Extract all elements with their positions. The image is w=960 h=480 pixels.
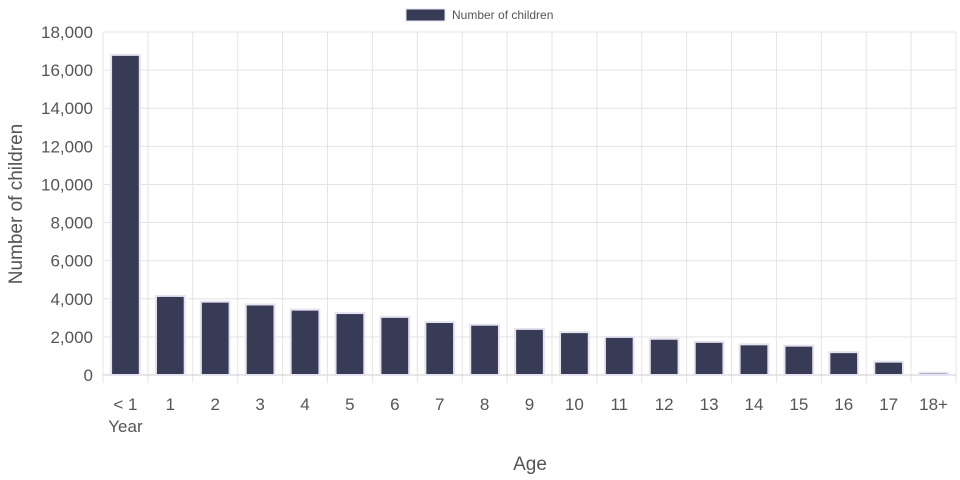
y-tick-label: 10,000 (41, 175, 93, 194)
y-tick-label: 16,000 (41, 61, 93, 80)
x-tick-label: 1 (166, 395, 175, 414)
y-tick-label: 2,000 (50, 328, 93, 347)
y-tick-label: 8,000 (50, 214, 93, 233)
bar[interactable] (873, 360, 905, 376)
x-tick-label: 7 (435, 395, 444, 414)
x-tick-label: 2 (211, 395, 220, 414)
bar[interactable] (693, 340, 725, 376)
x-tick-label: 13 (700, 395, 719, 414)
bar[interactable] (334, 312, 366, 377)
x-tick-label: 18+ (919, 395, 948, 414)
x-tick-label: 17 (879, 395, 898, 414)
x-tick-label: 9 (525, 395, 534, 414)
x-tick-label: 12 (655, 395, 674, 414)
x-tick-label: 15 (789, 395, 808, 414)
bar[interactable] (110, 53, 141, 376)
y-tick-label: 12,000 (41, 137, 93, 156)
x-tick-label: 3 (255, 395, 264, 414)
bar[interactable] (289, 308, 321, 376)
legend-swatch (405, 8, 446, 22)
x-tick-label: 8 (480, 395, 489, 414)
legend-label: Number of children (452, 8, 553, 22)
x-tick-label: 6 (390, 395, 399, 414)
bar[interactable] (469, 323, 500, 376)
x-tick-label: < 1 Year (108, 395, 143, 436)
y-tick-label: 14,000 (41, 99, 93, 118)
bar[interactable] (738, 343, 770, 377)
x-tick-label: 11 (610, 395, 628, 414)
bar[interactable] (514, 327, 545, 377)
bar[interactable] (559, 331, 590, 376)
x-tick-label: 4 (300, 395, 309, 414)
y-tick-label: 0 (84, 366, 93, 385)
x-tick-label: 14 (745, 395, 764, 414)
y-axis-title: Number of children (6, 124, 27, 285)
y-tick-label: 4,000 (50, 290, 93, 309)
legend[interactable]: Number of children (405, 8, 553, 22)
bar[interactable] (648, 337, 680, 376)
bar[interactable] (783, 344, 815, 377)
bar[interactable] (603, 335, 635, 376)
y-tick-label: 6,000 (50, 252, 93, 271)
bar[interactable] (379, 315, 411, 376)
bar[interactable] (918, 371, 949, 377)
bars (110, 53, 949, 377)
y-axis-ticks: 0 2,000 4,000 6,000 8,000 10,000 12,000 14,000 1… (41, 23, 93, 385)
x-axis-title: Age (513, 454, 547, 475)
x-tick-label: 10 (565, 395, 584, 414)
bar[interactable] (424, 321, 456, 376)
bar[interactable] (199, 300, 231, 376)
bar[interactable] (244, 303, 276, 376)
x-tick-label: 16 (834, 395, 853, 414)
bar[interactable] (154, 294, 186, 376)
bar[interactable] (828, 351, 860, 376)
y-tick-label: 18,000 (41, 23, 93, 42)
x-tick-label: 5 (345, 395, 354, 414)
